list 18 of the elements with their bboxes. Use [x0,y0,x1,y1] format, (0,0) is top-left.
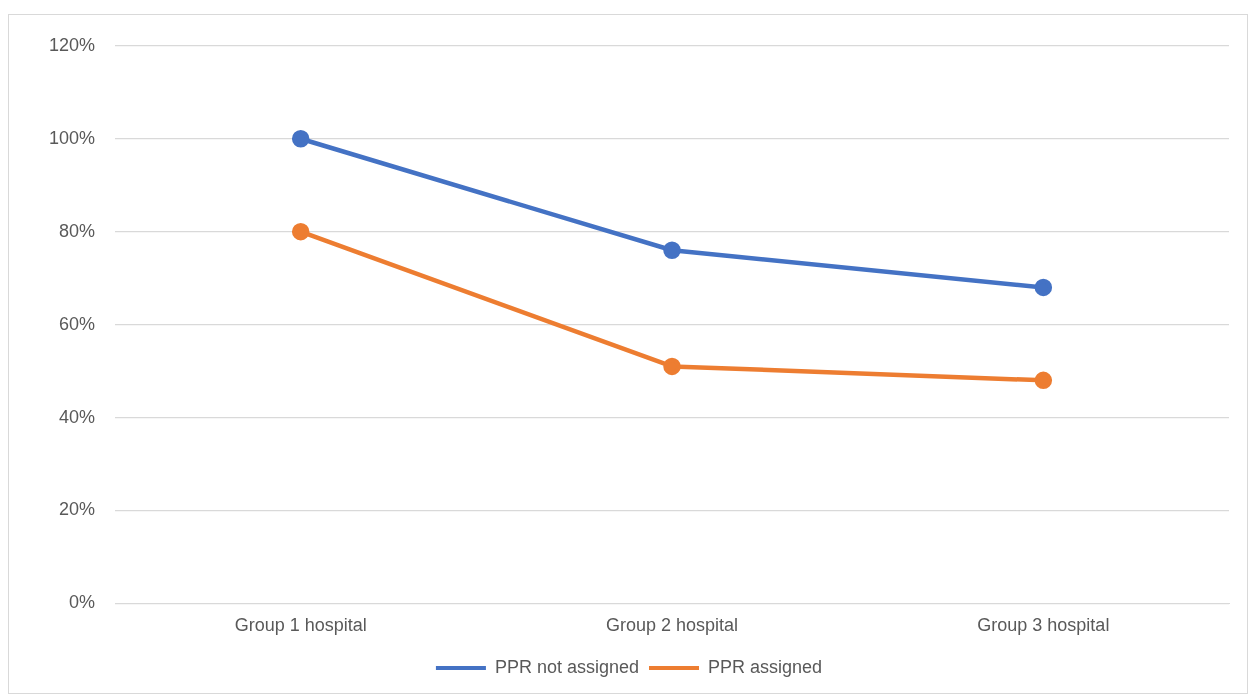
x-tick-label: Group 1 hospital [234,615,367,636]
y-tick-label: 80% [59,220,96,241]
y-tick-label: 40% [59,406,96,427]
point [663,357,681,376]
x-tick-label: Group 3 hospital [977,615,1110,636]
y-tick-label: 0% [69,592,96,613]
y-tick-label: 100% [48,127,96,148]
point [663,241,681,259]
y-tick-label: 120% [48,34,96,55]
y-tick-label: 60% [59,313,96,334]
legend-label: PPR not assigned [494,656,640,677]
point [291,129,310,148]
y-tick-label: 20% [59,499,96,520]
point [291,222,310,241]
x-tick-label: Group 2 hospital [605,615,739,636]
legend-label: PPR assigned [708,656,823,677]
point [1034,371,1053,390]
point [1034,278,1053,297]
